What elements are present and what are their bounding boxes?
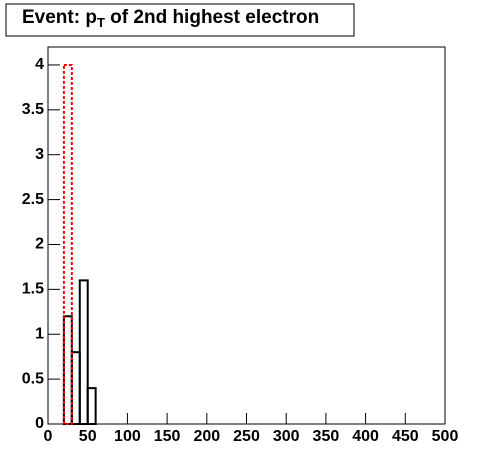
x-tick-label: 350 <box>313 428 340 445</box>
x-tick-label: 300 <box>273 428 300 445</box>
x-tick-label: 500 <box>432 428 459 445</box>
x-tick-label: 450 <box>392 428 419 445</box>
histogram-bar <box>62 63 73 425</box>
x-tick-label: 250 <box>233 428 260 445</box>
title-subscript: T <box>97 15 105 30</box>
histogram-bar <box>62 315 73 425</box>
x-tick-label: 200 <box>193 428 220 445</box>
plot-frame <box>47 46 446 425</box>
title-part: of 2nd highest electron <box>105 7 319 28</box>
x-tick-label: 100 <box>114 428 141 445</box>
histogram-bar <box>86 387 97 426</box>
chart-title: Event: pT of 2nd highest electron <box>22 7 319 30</box>
y-tick-label: 1.5 <box>22 281 44 298</box>
histogram-bar <box>70 351 81 426</box>
x-tick-label: 150 <box>154 428 181 445</box>
y-tick-label: 0 <box>35 415 44 432</box>
x-tick-label: 400 <box>352 428 379 445</box>
title-part: Event: p <box>22 7 97 28</box>
y-tick-label: 0.5 <box>22 370 44 387</box>
histogram-bar <box>78 279 89 425</box>
x-tick-label: 50 <box>79 428 97 445</box>
y-tick-label: 4 <box>35 56 44 73</box>
y-tick-label: 2.5 <box>22 191 44 208</box>
y-tick-label: 1 <box>35 325 44 342</box>
y-tick-label: 2 <box>35 236 44 253</box>
y-tick-label: 3.5 <box>22 101 44 118</box>
title-box <box>5 3 355 37</box>
y-tick-label: 3 <box>35 146 44 163</box>
x-tick-label: 0 <box>44 428 53 445</box>
